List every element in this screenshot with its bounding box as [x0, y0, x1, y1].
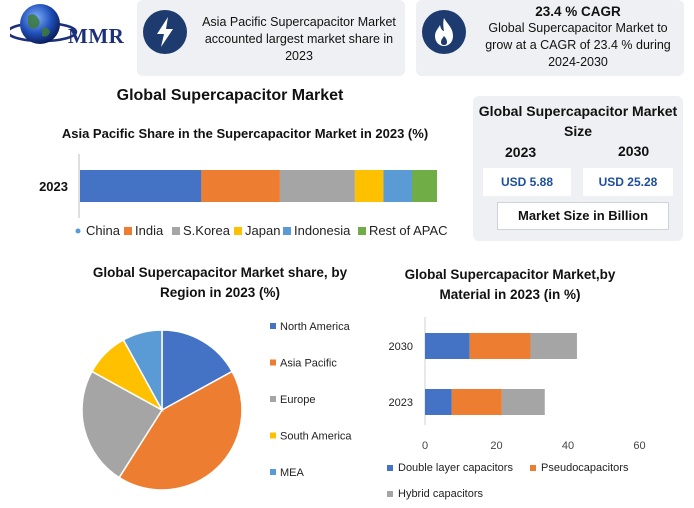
flame-icon — [422, 10, 466, 54]
legend-label: China — [86, 223, 121, 238]
apac-share-chart-title: Asia Pacific Share in the Supercapacitor… — [61, 126, 429, 141]
logo-text: MMR — [68, 24, 125, 48]
material-legend-label: Double layer capacitors — [398, 462, 513, 474]
legend-marker — [75, 228, 81, 234]
apac-bar-china — [80, 170, 202, 202]
legend-label: S.Korea — [183, 223, 231, 238]
legend-label: Japan — [245, 223, 280, 238]
globe-icon — [6, 4, 78, 44]
pie-legend-label: South America — [280, 431, 352, 443]
legend-marker — [358, 227, 366, 235]
market-size-title: Global Supercapacitor Market Size — [478, 103, 678, 139]
share-info-text: Asia Pacific Supercapacitor Market accou… — [202, 15, 396, 63]
pie-slice-europe — [81, 370, 164, 479]
material-category-label: 2023 — [389, 397, 413, 409]
pie-slice-north-america — [161, 329, 234, 412]
material-x-tick: 0 — [422, 440, 428, 452]
legend-label: India — [135, 223, 164, 238]
pie-legend-label: Europe — [280, 394, 315, 406]
market-size-unit-note: Market Size in Billion — [497, 202, 669, 230]
material-x-tick: 60 — [633, 440, 645, 452]
legend-label: Rest of APAC — [369, 223, 448, 238]
material-legend-label: Hybrid capacitors — [398, 488, 483, 500]
material-legend-label: Pseudocapacitors — [541, 462, 629, 474]
material-bar-pseudocapacitors — [451, 389, 502, 415]
apac-share-chart: 2023 China India S.Korea Japan Indonesia Rest … — [39, 154, 448, 238]
logo — [6, 2, 138, 52]
pie-legend-label: MEA — [280, 467, 305, 479]
market-size-year-2030: 2030 — [618, 143, 650, 159]
region-pie-chart: North America Asia Pacific Europe South Ame… — [81, 321, 352, 491]
apac-bar-india — [201, 170, 280, 202]
apac-bar-japan — [354, 170, 384, 202]
material-chart-title: Global Supercapacitor Market,by Material… — [404, 267, 616, 302]
material-legend-marker — [387, 465, 393, 471]
share-info-card: Asia Pacific Supercapacitor Market accou… — [137, 0, 405, 76]
cagr-info-text: Global Supercapacitor Market to grow at … — [485, 21, 671, 69]
pie-legend-label: Asia Pacific — [280, 358, 337, 370]
pie-legend-marker — [270, 396, 276, 402]
material-x-tick: 40 — [562, 440, 574, 452]
material-x-tick: 20 — [490, 440, 502, 452]
material-legend-marker — [387, 491, 393, 497]
material-bar-double-layer-capacitors — [425, 333, 470, 359]
legend-marker — [172, 227, 180, 235]
apac-category-label: 2023 — [39, 179, 68, 194]
pie-legend-marker — [270, 432, 276, 439]
pie-legend-label: North America — [280, 321, 351, 333]
pie-legend-marker — [270, 469, 276, 475]
market-size-value-2023: USD 5.88 — [483, 168, 571, 196]
pie-legend-marker — [270, 323, 276, 329]
pie-legend-marker — [270, 359, 276, 366]
legend-label: Indonesia — [294, 223, 351, 238]
market-size-value-2030: USD 25.28 — [583, 168, 673, 196]
region-pie-title: Global Supercapacitor Market share, by R… — [92, 265, 348, 300]
main-title: Global Supercapacitor Market — [116, 87, 344, 104]
market-size-year-2023: 2023 — [505, 144, 537, 160]
cagr-title: 23.4 % CAGR — [535, 4, 621, 19]
pie-slice-asia-pacific — [118, 370, 243, 491]
lightning-icon — [143, 10, 187, 54]
material-legend-marker — [530, 465, 536, 471]
legend-marker — [283, 227, 291, 235]
material-bar-pseudocapacitors — [469, 333, 531, 359]
material-bar-hybrid-capacitors — [530, 333, 577, 359]
legend-marker — [124, 227, 132, 235]
pie-slice-mea — [122, 329, 163, 411]
apac-bar-indonesia — [383, 170, 413, 202]
cagr-info-card: 23.4 % CAGR Global Supercapacitor Market… — [416, 0, 684, 76]
apac-bar-rest-of-apac — [412, 170, 437, 202]
material-chart: 2030 2023 0 20 40 60 Double layer capacitors Ps… — [387, 317, 646, 500]
material-bar-double-layer-capacitors — [425, 389, 452, 415]
market-size-panel: Global Supercapacitor Market Size 2023 2… — [473, 96, 683, 241]
apac-bar-s-korea — [279, 170, 355, 202]
material-bar-hybrid-capacitors — [501, 389, 545, 415]
legend-marker — [234, 227, 242, 235]
material-category-label: 2030 — [389, 341, 413, 353]
